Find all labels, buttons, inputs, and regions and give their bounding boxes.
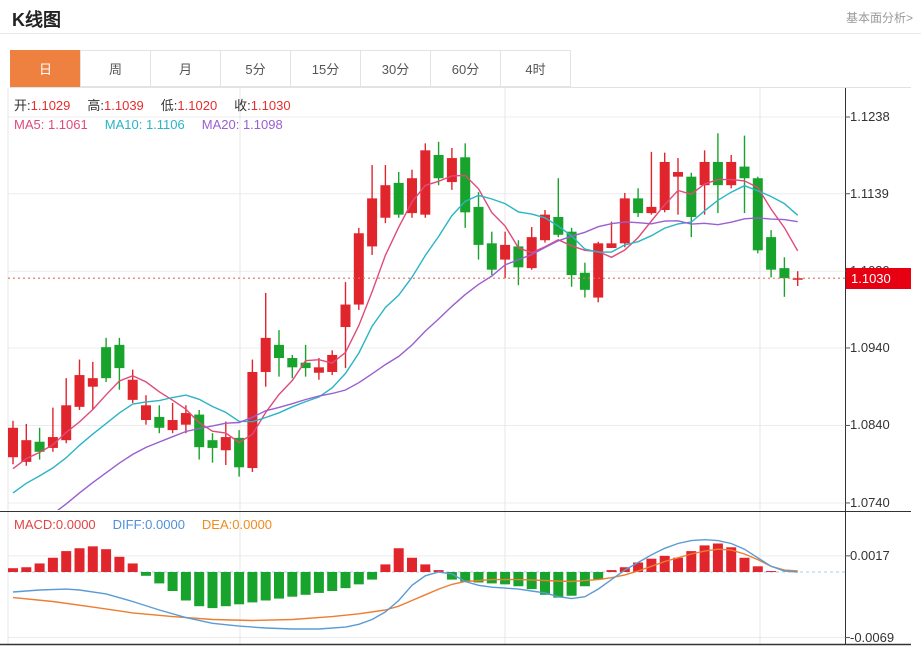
macd-plot-area[interactable] [8, 513, 845, 644]
candles-group [8, 133, 803, 477]
title-divider [0, 33, 921, 34]
macd-lines-group [12, 538, 798, 630]
low-label: 低: [160, 98, 178, 113]
price-axis-label: 1.1139 [850, 185, 889, 201]
price-axis-label: 1.0940 [850, 339, 890, 355]
ma-row: MA5: 1.1061 MA10: 1.1106 MA20: 1.1098 [14, 117, 283, 132]
period-tab-7[interactable]: 4时 [500, 50, 571, 87]
last-price-badge: 1.1030 [846, 267, 911, 289]
close-value: 1.1030 [250, 98, 291, 113]
main-plot-area[interactable] [8, 89, 845, 511]
period-tab-4[interactable]: 15分 [290, 50, 361, 87]
dea-line [12, 548, 798, 622]
period-tab-3[interactable]: 5分 [220, 50, 291, 87]
ma20-line [57, 217, 798, 510]
high-value: 1.1039 [104, 98, 144, 113]
ohlc-row: 开:1.1029 高:1.1039 低:1.1020 收:1.1030 [14, 95, 291, 114]
price-axis-label: 1.0840 [850, 417, 890, 433]
period-tab-2[interactable]: 月 [150, 50, 221, 87]
period-tab-bar: 日周月 5分 15分 30分 60分 4时 [10, 50, 911, 88]
high-label: 高: [87, 98, 105, 113]
open-label: 开: [14, 98, 31, 113]
dea-readout: DEA:0.0000 [201, 517, 273, 532]
period-tab-5[interactable]: 30分 [360, 50, 431, 87]
open-value: 1.1029 [30, 98, 71, 113]
ma-lines-group [12, 174, 799, 510]
fundamental-analysis-link[interactable]: 基本面分析> [845, 11, 913, 25]
price-axis-label: 1.0740 [850, 494, 890, 510]
ma10-line [12, 184, 799, 494]
period-tab-6[interactable]: 60分 [430, 50, 501, 87]
macd-axis-label: -0.0069 [850, 629, 895, 645]
close-label: 收: [234, 98, 251, 113]
price-axis-label: 1.1238 [850, 109, 890, 124]
macd-readout: MACD:0.0000 [14, 517, 96, 532]
macd-axis-label: 0.0017 [850, 547, 890, 563]
period-tab-1[interactable]: 周 [80, 50, 151, 87]
ma5-line [12, 174, 799, 470]
period-tab-0[interactable]: 日 [10, 50, 81, 87]
ma20-readout: MA20: 1.1098 [201, 117, 283, 132]
diff-readout: DIFF:0.0000 [112, 517, 185, 532]
ma10-readout: MA10: 1.1106 [104, 117, 185, 132]
page-title: K线图 [12, 10, 61, 30]
macd-row: MACD:0.0000 DIFF:0.0000 DEA:0.0000 [14, 517, 272, 532]
diff-line [12, 538, 798, 630]
ma5-readout: MA5: 1.1061 [14, 117, 88, 132]
low-value: 1.1020 [177, 98, 218, 113]
